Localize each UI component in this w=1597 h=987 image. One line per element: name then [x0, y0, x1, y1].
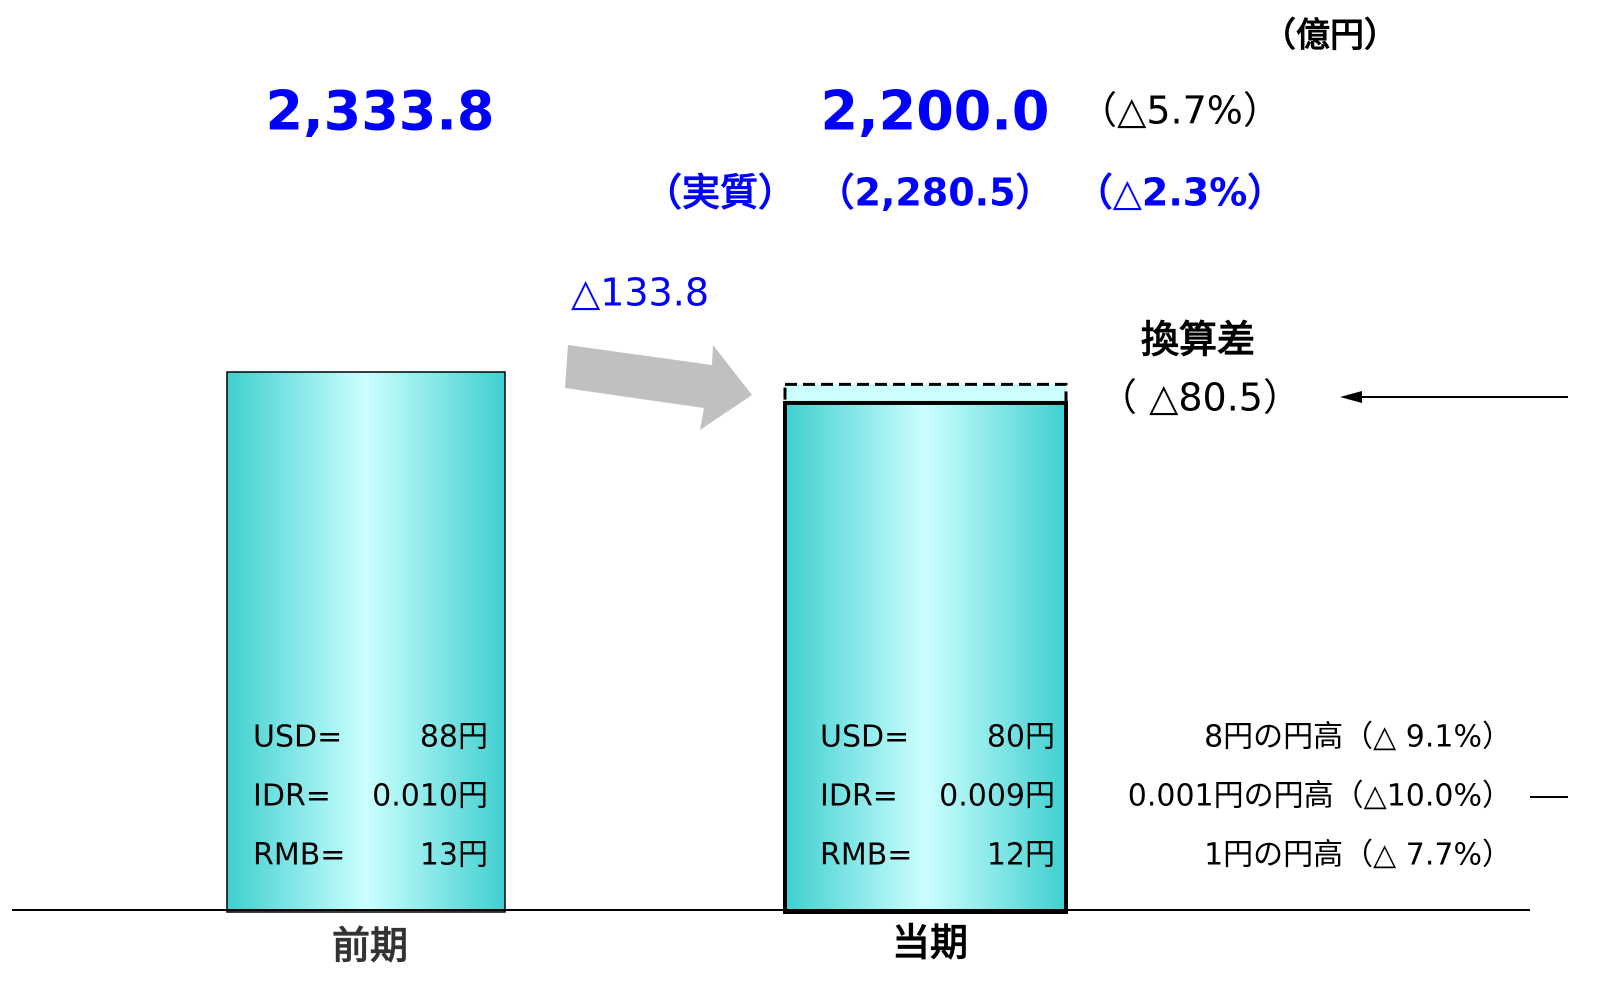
fx-title: 換算差	[1141, 318, 1255, 362]
rate-currency: USD=	[820, 720, 909, 755]
rate-currency: RMB=	[253, 838, 345, 873]
prev-label: 前期	[332, 924, 408, 968]
rate-currency: IDR=	[820, 779, 898, 814]
fx-value: （ △80.5）	[1099, 376, 1301, 420]
bar	[226, 371, 506, 913]
rate-value: 12円	[987, 838, 1055, 873]
curr-label: 当期	[892, 921, 968, 965]
difference: △133.8	[571, 271, 709, 315]
rate-value: 13円	[420, 838, 488, 873]
rate-value: 80円	[987, 720, 1055, 755]
bar	[783, 400, 1068, 914]
curr-value: 2,200.0	[821, 80, 1050, 143]
rate-currency: RMB=	[820, 838, 912, 873]
rate-change: 8円の円高（△ 9.1%）	[1204, 720, 1512, 755]
rate-value: 0.009円	[939, 779, 1055, 814]
rate-change: 0.001円の円高（△10.0%）	[1128, 779, 1512, 814]
rate-change: 1円の円高（△ 7.7%）	[1204, 838, 1512, 873]
real-label: （実質）	[644, 171, 796, 215]
unit: （億円）	[1262, 16, 1398, 56]
curr-change: （△5.7%）	[1079, 89, 1281, 133]
change-arrow	[565, 345, 752, 430]
fx-pointer-head	[1340, 391, 1362, 403]
rate-currency: USD=	[253, 720, 342, 755]
real-change: （△2.3%）	[1075, 171, 1286, 215]
prev-value: 2,333.8	[266, 80, 495, 143]
rate-value: 88円	[420, 720, 488, 755]
real-value: （2,280.5）	[816, 171, 1053, 215]
rate-value: 0.010円	[372, 779, 488, 814]
rate-currency: IDR=	[253, 779, 331, 814]
